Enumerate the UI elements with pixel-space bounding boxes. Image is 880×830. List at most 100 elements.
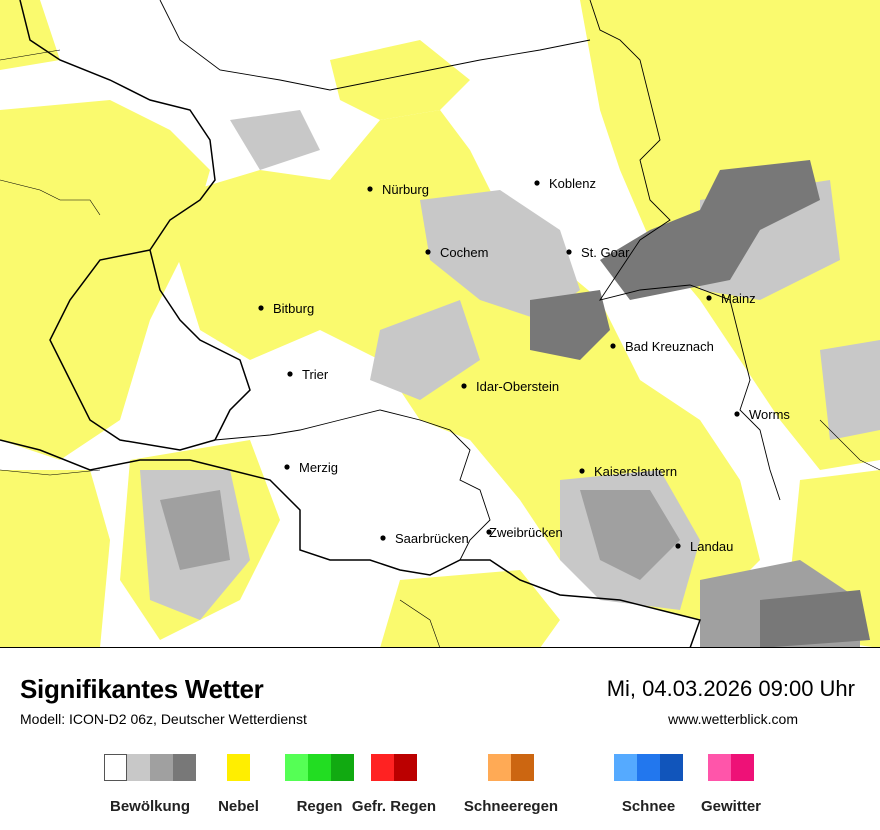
legend-swatches (227, 754, 250, 782)
city-dot (380, 535, 386, 541)
map-canvas: Nürburg Koblenz Cochem St. Goar Bitburg Mainz… (0, 0, 880, 647)
page-title: Signifikantes Wetter (20, 674, 264, 704)
fog-field-southwest (0, 470, 110, 647)
weather-fields (0, 0, 880, 647)
city-label: Landau (690, 539, 733, 554)
cloud-light-2 (370, 300, 480, 400)
city-dot (284, 464, 290, 470)
city-dot (675, 543, 681, 549)
legend-group: Bewölkung (104, 754, 196, 815)
legend-group: Gewitter (701, 754, 761, 815)
legend-swatches (614, 754, 683, 782)
legend-swatch (173, 754, 196, 781)
state-border-hessen (589, 0, 781, 501)
legend-swatch (660, 754, 683, 781)
legend-swatch (331, 754, 354, 781)
legend-swatch (227, 754, 250, 781)
country-border-lu (49, 249, 216, 451)
weather-map[interactable]: Nürburg Koblenz Cochem St. Goar Bitburg Mainz… (0, 0, 880, 648)
forecast-datetime: Mi, 04.03.2026 09:00 Uhr (606, 676, 855, 701)
district-line-4 (819, 419, 880, 471)
cloud-light-5 (820, 340, 880, 440)
city-label: Zweibrücken (489, 525, 563, 540)
legend-group: Nebel (218, 754, 259, 815)
city-label: Trier (302, 367, 329, 382)
city-dot (734, 411, 740, 417)
legend-swatch (731, 754, 754, 781)
cloud-light-6 (230, 110, 320, 170)
city-dot (610, 343, 616, 349)
city-label: Koblenz (549, 176, 596, 191)
cloud-mid-1 (580, 490, 680, 580)
state-border-rlp-saar (214, 409, 491, 561)
legend-swatch (614, 754, 637, 781)
legend-swatches (285, 754, 354, 782)
cloud-dark-2 (530, 290, 610, 360)
website-link[interactable]: www.wetterblick.com (668, 711, 798, 727)
city-label: Nürburg (382, 182, 429, 197)
legend-group: Schnee (614, 754, 683, 815)
district-line-1 (0, 179, 101, 216)
legend-swatch (371, 754, 394, 781)
legend-swatches (371, 754, 417, 782)
legend-group: Regen (285, 754, 354, 815)
city-dot (706, 295, 712, 301)
city-label: Worms (749, 407, 790, 422)
city-dot (367, 186, 373, 192)
fog-field-west (0, 0, 60, 70)
city-label: St. Goar (581, 245, 630, 260)
city-dot (534, 180, 540, 186)
legend-swatches (708, 754, 754, 782)
legend-swatch (285, 754, 308, 781)
city-dot (425, 249, 431, 255)
legend-label: Schnee (621, 798, 676, 815)
fog-field-south-strip (380, 570, 560, 647)
legend-swatches (104, 754, 196, 782)
model-info: Modell: ICON-D2 06z, Deutscher Wetterdie… (20, 711, 307, 727)
city-label: Bad Kreuznach (625, 339, 714, 354)
fog-field-north (330, 40, 470, 120)
district-line-3 (0, 469, 101, 476)
city-dot (287, 371, 293, 377)
city-label: Saarbrücken (395, 531, 469, 546)
legend-swatch (394, 754, 417, 781)
legend-swatch (488, 754, 511, 781)
cloud-mid-3 (160, 490, 230, 570)
district-line-5 (399, 599, 440, 647)
legend-swatch (127, 754, 150, 781)
legend-swatch (511, 754, 534, 781)
legend-label: Gefr. Regen (351, 798, 437, 815)
legend-label: Regen (296, 798, 343, 815)
cloud-dark-1 (600, 160, 820, 300)
city-label: Cochem (440, 245, 488, 260)
legend-swatch (104, 754, 127, 781)
fog-field-west-2 (0, 100, 210, 460)
cloud-dark-3 (760, 590, 870, 647)
borders (0, 0, 880, 647)
city-dot (486, 529, 492, 535)
city-dot (566, 249, 572, 255)
legend-swatch (708, 754, 731, 781)
legend-swatch (308, 754, 331, 781)
city-label: Bitburg (273, 301, 314, 316)
legend-label: Schneeregen (463, 798, 559, 815)
legend-label: Gewitter (700, 798, 762, 815)
city-label: Mainz (721, 291, 756, 306)
city-dot (258, 305, 264, 311)
legend-swatch (150, 754, 173, 781)
legend-label: Bewölkung (109, 798, 191, 815)
legend-swatches (488, 754, 534, 782)
city-dot (579, 468, 585, 474)
state-border-nrw (159, 0, 591, 91)
footer: Signifikantes Wetter Modell: ICON-D2 06z… (0, 648, 880, 830)
city-label: Merzig (299, 460, 338, 475)
legend-swatch (637, 754, 660, 781)
cloud-light-1 (420, 190, 580, 320)
district-line-2 (0, 49, 61, 61)
city-markers: Nürburg Koblenz Cochem St. Goar Bitburg Mainz… (258, 176, 790, 554)
legend-group: Schneeregen (464, 754, 558, 815)
legend-group: Gefr. Regen (352, 754, 436, 815)
country-border-fr-de (0, 439, 701, 647)
city-dot (461, 383, 467, 389)
city-label: Idar-Oberstein (476, 379, 559, 394)
